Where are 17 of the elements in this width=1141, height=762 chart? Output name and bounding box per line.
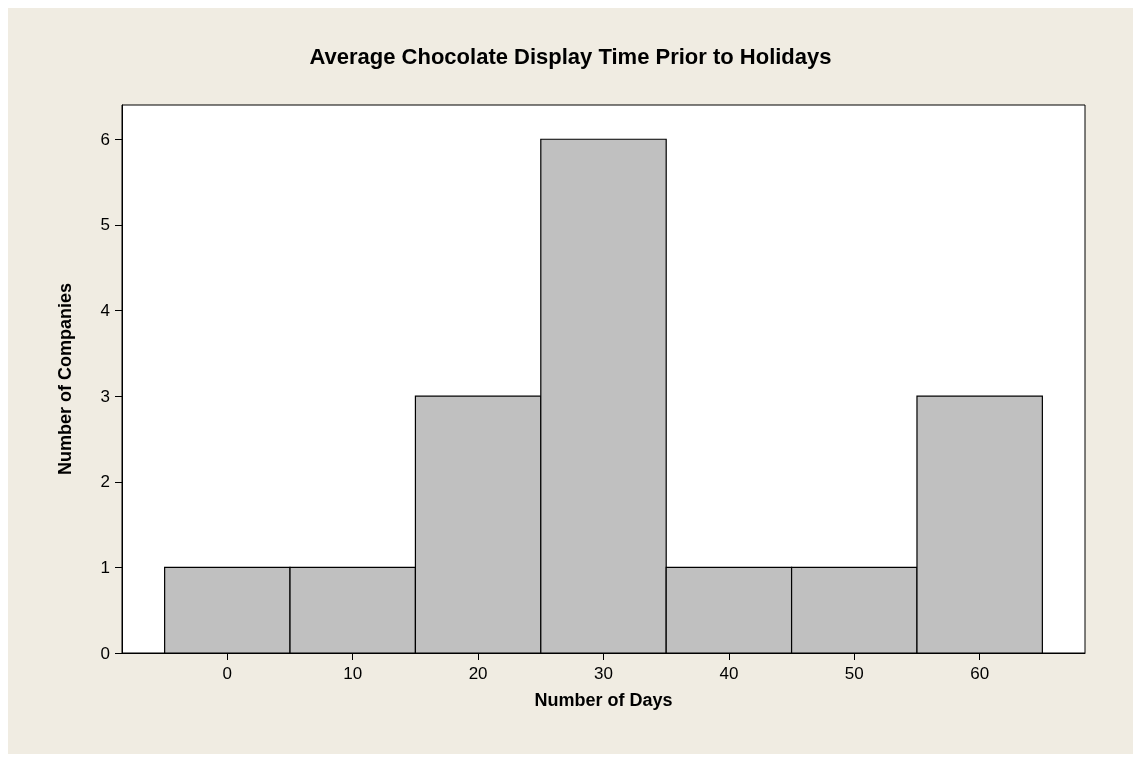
y-tick-label: 2 (100, 472, 110, 492)
x-tick-label: 0 (222, 664, 233, 683)
y-tick-label: 5 (100, 215, 110, 235)
x-tick-label: 10 (343, 664, 363, 683)
chart-title: Average Chocolate Display Time Prior to Holidays (309, 43, 832, 69)
x-tick-label: 50 (844, 664, 864, 683)
x-axis-title: Number of Days (534, 690, 673, 710)
y-tick-label: 3 (100, 386, 110, 406)
y-tick-label: 6 (100, 129, 110, 149)
x-tick-label: 40 (719, 664, 739, 683)
y-tick-label: 0 (100, 643, 110, 663)
y-tick-label: 1 (100, 557, 110, 577)
x-tick-label: 20 (468, 664, 488, 683)
y-tick-label: 4 (100, 301, 110, 320)
x-tick-label: 60 (970, 664, 990, 683)
x-tick-label: 30 (594, 664, 613, 683)
y-axis-title: Number of Companies (55, 282, 75, 476)
